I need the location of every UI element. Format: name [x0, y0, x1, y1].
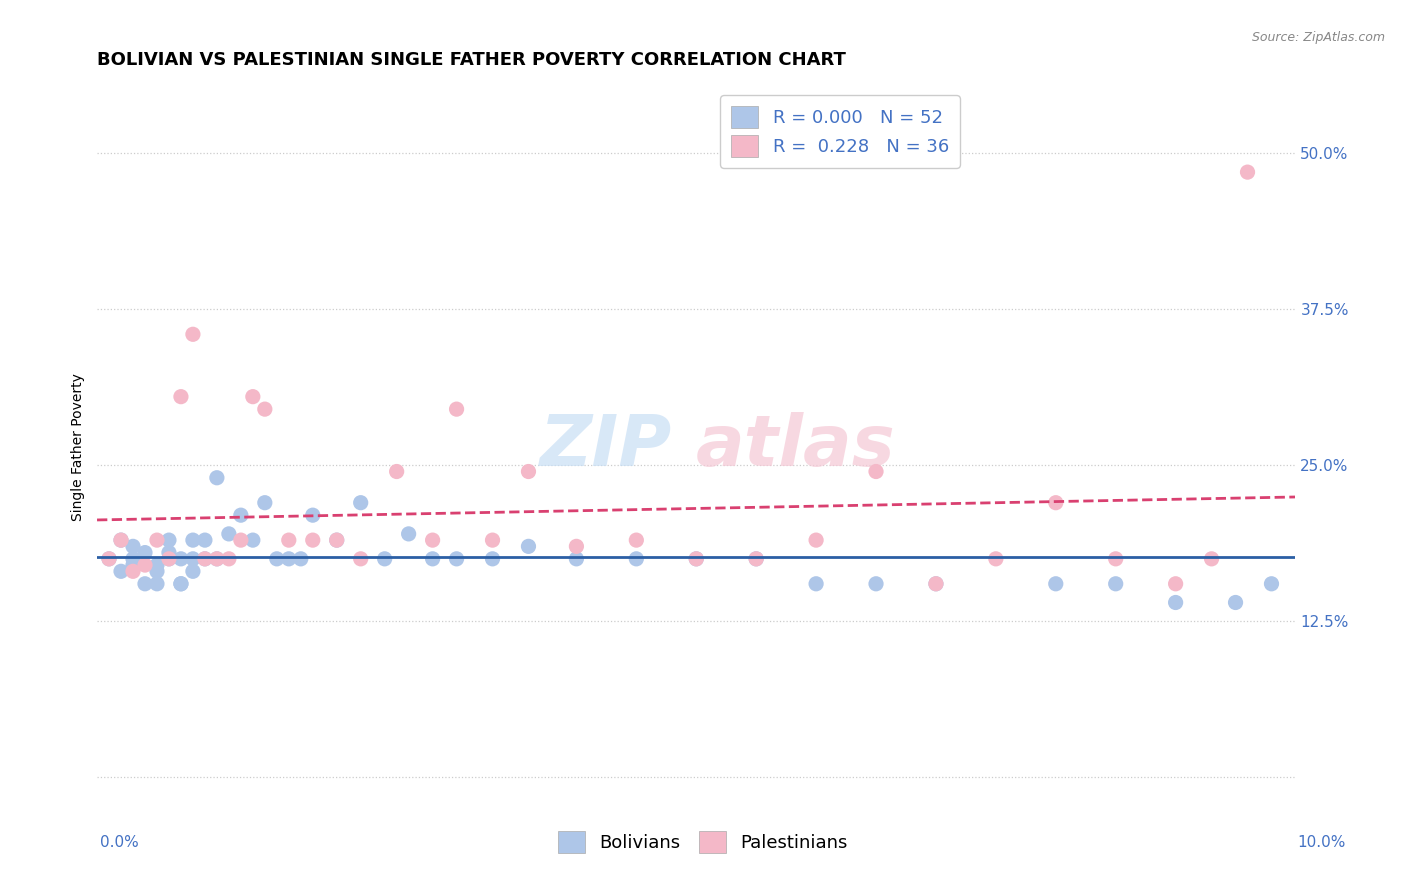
Text: atlas: atlas: [696, 412, 896, 481]
Point: [374, 551, 396, 566]
Point: [181, 564, 204, 578]
Point: [122, 558, 145, 572]
Point: [134, 546, 156, 560]
Point: [146, 564, 169, 578]
Point: [205, 471, 228, 485]
Point: [350, 496, 373, 510]
Point: [984, 551, 1007, 566]
Point: [1225, 595, 1247, 609]
Point: [242, 533, 264, 548]
Point: [1105, 576, 1128, 591]
Point: [146, 576, 169, 591]
Point: [925, 576, 948, 591]
Point: [181, 327, 204, 342]
Point: [194, 533, 217, 548]
Point: [194, 551, 217, 566]
Point: [325, 533, 347, 548]
Point: [277, 551, 299, 566]
Point: [194, 551, 217, 566]
Point: [122, 540, 145, 554]
Point: [385, 465, 408, 479]
Point: [218, 551, 240, 566]
Point: [266, 551, 288, 566]
Point: [301, 533, 323, 548]
Point: [253, 402, 276, 417]
Point: [157, 546, 180, 560]
Point: [170, 551, 193, 566]
Point: [446, 402, 468, 417]
Point: [229, 508, 252, 523]
Point: [181, 551, 204, 566]
Point: [229, 533, 252, 548]
Point: [1045, 496, 1067, 510]
Point: [157, 551, 180, 566]
Point: [253, 496, 276, 510]
Point: [804, 533, 827, 548]
Point: [446, 551, 468, 566]
Point: [517, 465, 540, 479]
Text: BOLIVIAN VS PALESTINIAN SINGLE FATHER POVERTY CORRELATION CHART: BOLIVIAN VS PALESTINIAN SINGLE FATHER PO…: [97, 51, 846, 69]
Point: [277, 533, 299, 548]
Point: [146, 533, 169, 548]
Point: [626, 551, 648, 566]
Point: [110, 533, 132, 548]
Point: [565, 540, 588, 554]
Point: [1164, 595, 1187, 609]
Point: [122, 551, 145, 566]
Text: Source: ZipAtlas.com: Source: ZipAtlas.com: [1251, 31, 1385, 45]
Point: [565, 551, 588, 566]
Point: [925, 576, 948, 591]
Point: [865, 465, 887, 479]
Point: [218, 527, 240, 541]
Point: [398, 527, 420, 541]
Point: [181, 533, 204, 548]
Point: [804, 576, 827, 591]
Point: [157, 551, 180, 566]
Text: ZIP: ZIP: [540, 412, 672, 481]
Point: [146, 558, 169, 572]
Point: [157, 533, 180, 548]
Point: [626, 533, 648, 548]
Point: [481, 533, 503, 548]
Point: [170, 576, 193, 591]
Point: [110, 564, 132, 578]
Point: [290, 551, 312, 566]
Point: [170, 390, 193, 404]
Point: [1105, 551, 1128, 566]
Point: [170, 576, 193, 591]
Point: [98, 551, 121, 566]
Point: [242, 390, 264, 404]
Point: [350, 551, 373, 566]
Point: [1164, 576, 1187, 591]
Point: [205, 551, 228, 566]
Point: [745, 551, 768, 566]
Point: [1236, 165, 1258, 179]
Point: [122, 564, 145, 578]
Point: [685, 551, 707, 566]
Point: [422, 551, 444, 566]
Point: [134, 576, 156, 591]
Point: [1045, 576, 1067, 591]
Point: [98, 551, 121, 566]
Text: 10.0%: 10.0%: [1298, 836, 1346, 850]
Point: [325, 533, 347, 548]
Point: [865, 576, 887, 591]
Point: [205, 551, 228, 566]
Legend: R = 0.000   N = 52, R =  0.228   N = 36: R = 0.000 N = 52, R = 0.228 N = 36: [720, 95, 960, 168]
Point: [1260, 576, 1282, 591]
Point: [134, 558, 156, 572]
Point: [517, 540, 540, 554]
Point: [745, 551, 768, 566]
Text: 0.0%: 0.0%: [100, 836, 139, 850]
Point: [301, 508, 323, 523]
Legend: Bolivians, Palestinians: Bolivians, Palestinians: [551, 824, 855, 861]
Point: [110, 533, 132, 548]
Point: [685, 551, 707, 566]
Point: [1201, 551, 1223, 566]
Point: [481, 551, 503, 566]
Point: [422, 533, 444, 548]
Y-axis label: Single Father Poverty: Single Father Poverty: [72, 373, 86, 521]
